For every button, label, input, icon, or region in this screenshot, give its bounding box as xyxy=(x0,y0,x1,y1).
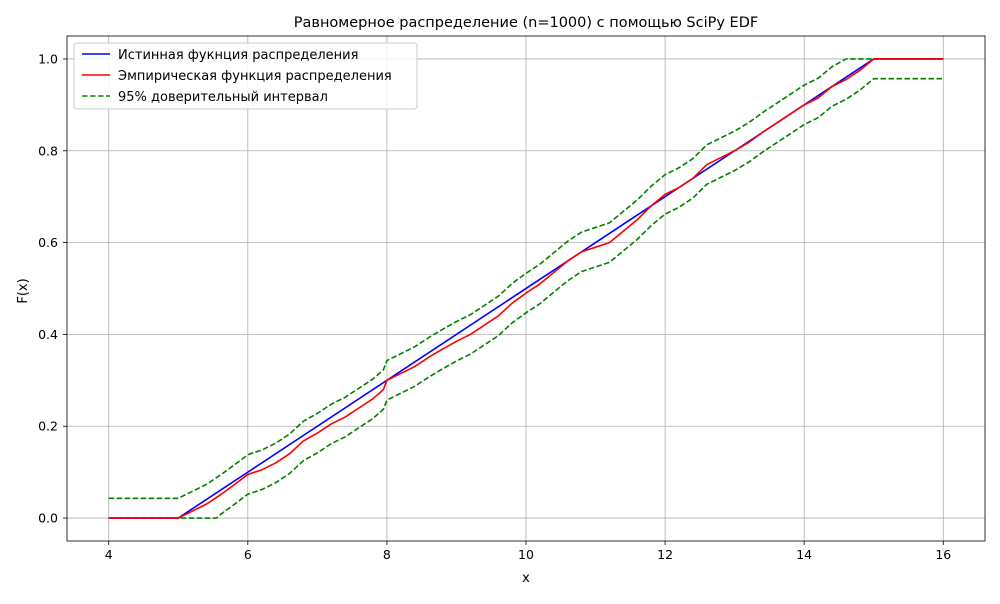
x-tick-label-2: 8 xyxy=(383,547,391,562)
x-tick-label-5: 14 xyxy=(796,547,812,562)
x-tick-label-6: 16 xyxy=(935,547,951,562)
y-tick-label-0: 0.0 xyxy=(38,511,58,526)
x-tick-label-4: 12 xyxy=(657,547,673,562)
y-axis-label: F(x) xyxy=(16,278,31,303)
series-ci-lower xyxy=(108,77,944,519)
legend-label-empirical-cdf: Эмпирическая функция распределения xyxy=(118,69,392,84)
legend: Истинная фукнция распределения Эмпиричес… xyxy=(73,42,418,110)
series-empirical-cdf xyxy=(108,58,944,519)
y-tick-label-2: 0.4 xyxy=(38,327,58,342)
legend-box xyxy=(73,42,418,110)
legend-label-true-cdf: Истинная фукнция распределения xyxy=(118,48,358,63)
y-tick-label-3: 0.6 xyxy=(38,235,58,250)
x-tick-label-0: 4 xyxy=(105,547,113,562)
legend-label-confidence-interval: 95% доверительный интервал xyxy=(118,90,328,105)
plot-area xyxy=(108,58,944,519)
x-tick-label-3: 10 xyxy=(518,547,534,562)
y-tick-label-5: 1.0 xyxy=(38,51,58,66)
chart-title: Равномерное распределение (n=1000) с пом… xyxy=(294,15,758,31)
y-tick-label-4: 0.8 xyxy=(38,143,58,158)
y-tick-label-1: 0.2 xyxy=(38,419,58,434)
axis-ticks: 4 6 8 10 12 14 16 0.0 0.2 0.4 0.6 0.8 1.0 xyxy=(38,51,951,562)
x-tick-label-1: 6 xyxy=(244,547,252,562)
grid xyxy=(67,36,985,541)
x-axis-label: x xyxy=(522,571,530,586)
series-ci-upper xyxy=(108,58,944,500)
